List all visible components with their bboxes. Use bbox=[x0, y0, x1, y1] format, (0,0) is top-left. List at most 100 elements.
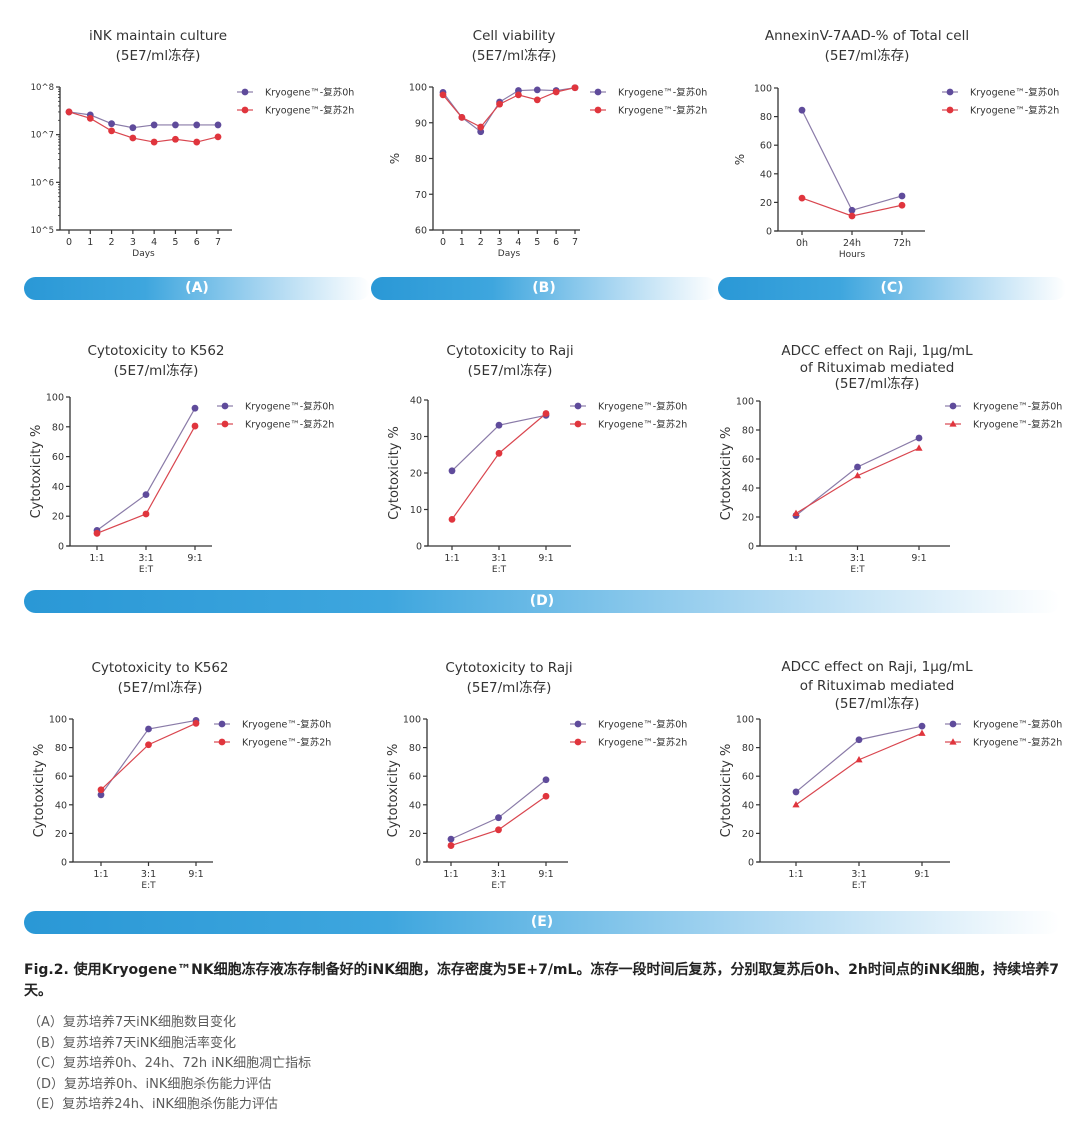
series-2h bbox=[792, 729, 926, 808]
legend-entry: Kryogene™-复苏2h bbox=[217, 419, 334, 431]
y-tick-label: 40 bbox=[52, 482, 64, 493]
y-tick-label: 100 bbox=[49, 715, 67, 726]
x-tick-label: 0 bbox=[66, 237, 72, 248]
y-tick-label: 100 bbox=[409, 83, 427, 94]
data-point bbox=[172, 121, 179, 129]
x-tick-label: 6 bbox=[194, 237, 200, 248]
chart-title-line: Cytotoxicity to K562 bbox=[87, 343, 224, 359]
y-tick-label: 20 bbox=[760, 198, 772, 209]
series-2h bbox=[798, 194, 906, 220]
band-e: (E) bbox=[24, 911, 1060, 934]
legend-marker bbox=[574, 402, 582, 410]
chart-e1: Cytotoxicity to K562 (5E7/ml冻存) 0 20 40 60 80 1… bbox=[32, 660, 331, 891]
legend-label: Kryogene™-复苏0h bbox=[242, 719, 331, 731]
y-tick-label: 40 bbox=[409, 800, 421, 811]
data-point bbox=[571, 84, 579, 92]
chart-title-line: (5E7/ml冻存) bbox=[835, 376, 920, 392]
y-tick-label: 80 bbox=[52, 422, 64, 433]
y-tick-label: 60 bbox=[742, 772, 754, 783]
legend-entry: Kryogene™-复苏0h bbox=[570, 719, 687, 731]
chart-title-line: (5E7/ml冻存) bbox=[114, 363, 199, 379]
legend-label: Kryogene™-复苏2h bbox=[242, 737, 331, 749]
x-tick-label: 1:1 bbox=[93, 869, 108, 880]
data-point bbox=[214, 121, 222, 129]
series-2h bbox=[439, 84, 579, 131]
data-point bbox=[192, 719, 200, 727]
y-axis-label: % bbox=[733, 154, 747, 165]
series-2h bbox=[93, 422, 199, 537]
legend-label: Kryogene™-复苏2h bbox=[970, 105, 1059, 117]
caption-item-a: （A）复苏培养7天iNK细胞数目变化 bbox=[28, 1015, 237, 1030]
y-tick-label: 80 bbox=[760, 112, 772, 123]
legend-entry: Kryogene™-复苏2h bbox=[570, 419, 687, 431]
x-axis-label: Days bbox=[132, 249, 155, 259]
x-tick-label: 1 bbox=[87, 237, 93, 248]
data-point bbox=[448, 467, 456, 475]
legend-marker bbox=[946, 88, 954, 96]
legend-marker bbox=[221, 420, 229, 428]
legend-label: Kryogene™-复苏0h bbox=[970, 87, 1059, 99]
y-tick-label: 0 bbox=[748, 542, 754, 553]
legend-marker bbox=[949, 402, 957, 410]
y-tick-label: 40 bbox=[742, 484, 754, 495]
data-point bbox=[145, 741, 152, 749]
series-line bbox=[100, 722, 197, 791]
band-c: (C) bbox=[718, 277, 1066, 300]
series-line bbox=[68, 111, 218, 129]
caption-item-d: （D）复苏培养0h、iNK细胞杀伤能力评估 bbox=[28, 1076, 272, 1092]
data-point bbox=[792, 801, 800, 808]
data-point bbox=[108, 120, 115, 128]
chart-title-line: (5E7/ml冻存) bbox=[468, 363, 553, 379]
data-point bbox=[97, 791, 105, 799]
legend-label: Kryogene™-复苏2h bbox=[973, 737, 1062, 749]
legend-label: Kryogene™-复苏0h bbox=[265, 87, 354, 99]
data-point bbox=[918, 722, 926, 730]
legend-label: Kryogene™-复苏2h bbox=[598, 419, 687, 431]
data-point bbox=[798, 194, 806, 202]
y-axis-label: Cytotoxicity % bbox=[387, 426, 402, 520]
data-point bbox=[86, 114, 94, 122]
chart-e2: Cytotoxicity to Raji (5E7/ml冻存) 0 20 40 60 80 1… bbox=[386, 660, 687, 891]
x-tick-label: 1:1 bbox=[788, 869, 803, 880]
band-a: (A) bbox=[24, 277, 370, 300]
series-0h bbox=[798, 106, 906, 214]
data-point bbox=[495, 826, 502, 834]
legend-entry: Kryogene™-复苏0h bbox=[945, 401, 1062, 413]
y-tick-label: 60 bbox=[760, 141, 772, 152]
legend-label: Kryogene™-复苏0h bbox=[973, 719, 1062, 731]
legend-label: Kryogene™-复苏0h bbox=[245, 401, 334, 413]
data-point bbox=[477, 123, 485, 131]
data-point bbox=[495, 449, 503, 457]
data-point bbox=[495, 421, 503, 429]
y-tick-label: 20 bbox=[742, 829, 754, 840]
caption-item-b: （B）复苏培养7天iNK细胞活率变化 bbox=[28, 1035, 237, 1051]
legend-marker bbox=[946, 106, 954, 114]
y-tick-label: 0 bbox=[416, 542, 422, 553]
y-axis-label: Cytotoxicity % bbox=[719, 427, 734, 521]
legend-label: Kryogene™-复苏0h bbox=[598, 401, 687, 413]
x-tick-label: 1:1 bbox=[788, 553, 803, 564]
data-point bbox=[542, 410, 550, 417]
data-point bbox=[108, 127, 115, 135]
data-point bbox=[150, 121, 158, 129]
data-point bbox=[854, 463, 861, 471]
y-tick-label: 20 bbox=[55, 829, 67, 840]
y-tick-label: 10^7 bbox=[31, 131, 54, 141]
y-tick-label: 100 bbox=[736, 715, 754, 726]
y-axis-label: Cytotoxicity % bbox=[32, 744, 47, 838]
series-line bbox=[795, 447, 920, 514]
band-d: (D) bbox=[24, 590, 1060, 613]
legend-marker bbox=[594, 106, 602, 114]
data-point bbox=[97, 786, 105, 794]
chart-title-line: of Rituximab mediated bbox=[800, 678, 955, 694]
y-tick-label: 70 bbox=[415, 190, 427, 201]
data-point bbox=[533, 96, 541, 104]
chart-title-line: of Rituximab mediated bbox=[800, 360, 955, 376]
legend-marker bbox=[594, 88, 602, 96]
x-axis-label: E:T bbox=[850, 565, 865, 575]
data-point bbox=[93, 529, 101, 537]
x-axis-label: E:T bbox=[491, 881, 506, 891]
x-tick-label: 3:1 bbox=[141, 869, 156, 880]
y-tick-label: 80 bbox=[742, 743, 754, 754]
data-point bbox=[542, 792, 550, 800]
